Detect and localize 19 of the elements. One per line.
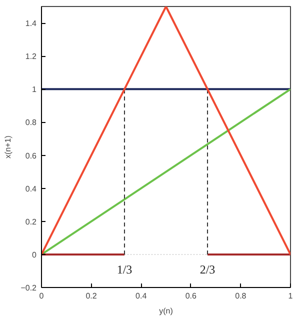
- x-tick-label: 0: [39, 292, 44, 300]
- y-tick-label: 1.4: [25, 19, 38, 28]
- y-tick-label: 0: [32, 250, 38, 260]
- annotation: 1/3: [116, 262, 132, 276]
- y-tick-label: 1: [32, 85, 38, 94]
- x-tick-label: 0.8: [235, 292, 247, 300]
- y-tick-label: −0.2: [20, 284, 38, 292]
- y-tick-label: 0.6: [25, 151, 38, 160]
- x-tick-label: 0.2: [86, 292, 98, 300]
- x-tick-label: 0.6: [185, 292, 198, 300]
- y-tick-label: 0.8: [25, 118, 38, 128]
- x-tick-label: 0.4: [136, 292, 148, 300]
- y-axis-title: x(n+1): [4, 135, 13, 158]
- x-tick-label: 1: [288, 292, 294, 300]
- x-axis-title: y(n): [159, 306, 174, 316]
- y-tick-label: 0.2: [25, 217, 38, 226]
- y-tick-label: 0.4: [25, 184, 38, 194]
- annotation: 2/3: [200, 262, 216, 276]
- y-tick-label: 1.2: [25, 52, 38, 62]
